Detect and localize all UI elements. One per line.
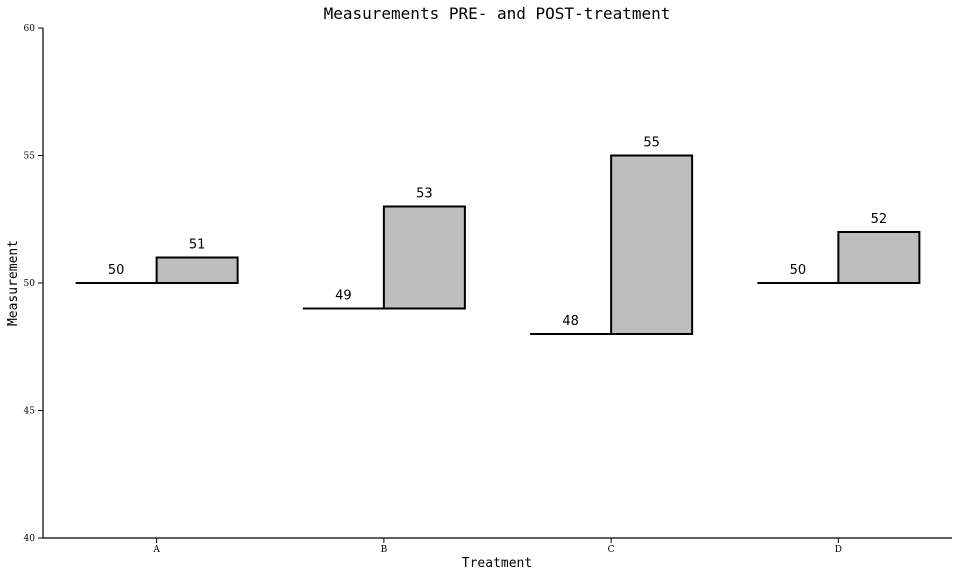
y-tick-label: 55: [24, 152, 36, 162]
chart-title: Measurements PRE- and POST-treatment: [324, 4, 671, 23]
y-tick-label: 45: [24, 407, 36, 417]
x-axis-label: Treatment: [462, 556, 532, 571]
post-bar-C: [610, 154, 694, 335]
y-axis-ticks: 40 45 50 55 60: [24, 24, 43, 544]
y-axis-label: Measurement: [6, 240, 21, 326]
y-tick-label: 40: [24, 534, 36, 544]
x-tick-label: B: [381, 545, 388, 555]
post-value-label: 51: [189, 238, 206, 253]
post-value-label: 55: [643, 136, 660, 151]
post-value-label: 52: [871, 212, 888, 227]
chart-marks: 50 51 49 53 48 55 50 52: [75, 136, 921, 335]
x-tick-label: A: [152, 545, 160, 555]
post-bar-B: [382, 205, 466, 310]
pre-value-label: 48: [562, 314, 579, 329]
x-axis-ticks: A B C D: [152, 538, 842, 555]
y-tick-label: 60: [24, 24, 36, 34]
y-tick-label: 50: [24, 279, 36, 289]
x-tick-label: C: [608, 545, 615, 555]
x-tick-label: D: [835, 545, 842, 555]
post-bar-A: [155, 256, 239, 284]
post-bar-D: [837, 231, 921, 284]
pre-value-label: 50: [108, 263, 125, 278]
pre-value-label: 49: [335, 289, 352, 304]
pre-value-label: 50: [790, 263, 807, 278]
post-value-label: 53: [416, 187, 433, 202]
